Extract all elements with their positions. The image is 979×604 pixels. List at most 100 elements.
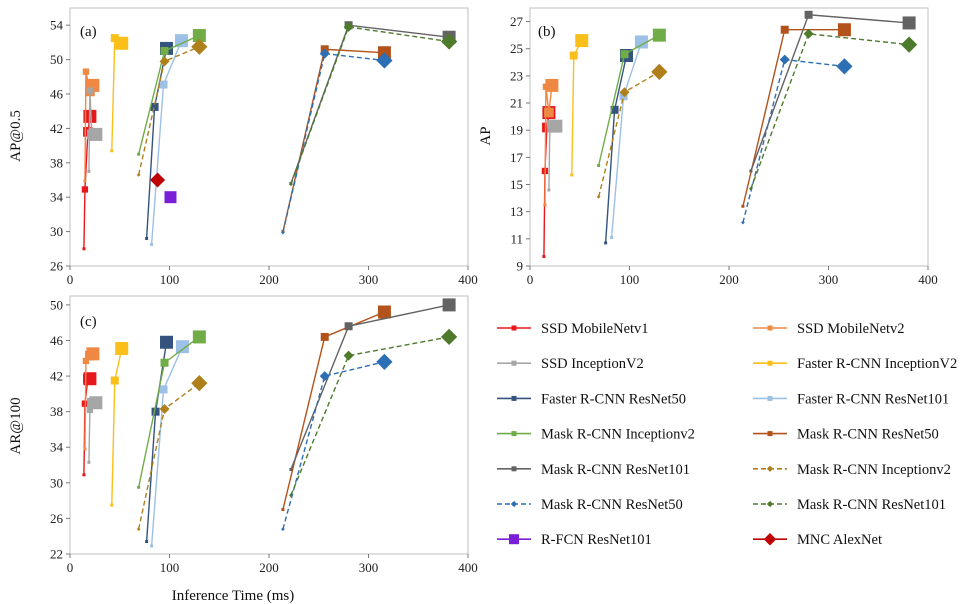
data-point	[344, 322, 353, 331]
data-point	[164, 191, 177, 204]
data-point	[575, 34, 589, 48]
y-tick-label: 30	[50, 224, 63, 239]
series-line	[111, 36, 123, 151]
y-tick-label: 21	[510, 96, 523, 111]
plot-frame	[529, 7, 929, 267]
data-point	[741, 204, 745, 208]
panel-a: 26 30 34 38 42 46 50 54 0 100 200 300 400 AP@0.5 (a)	[8, 7, 478, 287]
legend-marker	[511, 431, 517, 437]
series-line	[111, 348, 123, 506]
data-point	[343, 21, 354, 32]
legend-item-mrcnn_r50: Mask R-CNN ResNet50	[753, 427, 939, 443]
x-tick-label: 0	[67, 560, 74, 575]
series-mnc	[150, 172, 166, 188]
x-tick-label: 300	[819, 272, 839, 287]
y-tick-label: 19	[510, 123, 523, 138]
legend-marker	[509, 534, 519, 545]
data-point	[542, 122, 552, 133]
data-point	[289, 493, 293, 498]
series-mrcnn_inc	[137, 29, 206, 156]
series-line	[282, 311, 385, 510]
legend-item-rfcn: R-FCN ResNet101	[497, 532, 652, 548]
data-point	[159, 403, 170, 414]
legend-item-mrcnn_r101_d: Mask R-CNN ResNet101	[753, 497, 946, 513]
panel-label: (c)	[80, 314, 97, 330]
data-point	[343, 350, 354, 361]
x-tick-label: 300	[359, 560, 379, 575]
data-point	[110, 503, 114, 507]
y-tick-label: 17	[510, 150, 524, 165]
series-line	[571, 40, 583, 176]
data-point	[160, 335, 174, 349]
legend-label: Mask R-CNN ResNet50	[541, 497, 683, 513]
legend-marker	[511, 466, 517, 472]
data-point	[89, 396, 103, 410]
series-ssd_inc	[86, 396, 103, 464]
y-tick-label: 42	[50, 369, 63, 384]
plot-frame	[69, 7, 469, 267]
panel-label: (b)	[538, 24, 556, 40]
data-point	[281, 527, 285, 531]
data-point	[542, 254, 546, 258]
y-tick-label: 46	[50, 87, 64, 102]
data-point	[83, 179, 87, 183]
series-line	[137, 382, 200, 530]
data-point	[83, 447, 87, 451]
data-point	[804, 10, 813, 19]
series-mrcnn_r50	[741, 23, 851, 208]
panel-c: 22 26 30 34 38 42 46 50 0 100 200 300 400 AR@100 (c)	[8, 295, 478, 575]
y-tick-label: 50	[50, 52, 63, 67]
x-tick-label: 400	[458, 560, 478, 575]
legend-marker	[767, 360, 773, 366]
y-tick-label: 15	[510, 177, 523, 192]
data-point	[110, 149, 114, 153]
series-line	[145, 48, 168, 239]
series-line	[290, 336, 450, 496]
series-line	[597, 71, 660, 197]
data-point	[81, 186, 89, 193]
data-point	[150, 243, 154, 246]
x-tick-label: 100	[160, 272, 180, 287]
y-axis-title: AP	[478, 126, 494, 145]
data-point	[115, 341, 129, 355]
data-point	[319, 48, 330, 59]
legend-marker	[511, 360, 517, 366]
data-point	[150, 102, 159, 111]
legend-marker	[767, 325, 773, 331]
data-point	[110, 34, 119, 43]
legend-label: SSD MobileNetv2	[797, 321, 905, 337]
legend-marker	[511, 325, 517, 331]
series-mrcnn_r101_d	[289, 21, 458, 187]
legend-label: Mask R-CNN Inceptionv2	[541, 427, 695, 443]
x-tick-label: 0	[67, 272, 74, 287]
legend-label: MNC AlexNet	[797, 532, 882, 548]
y-tick-label: 26	[50, 511, 64, 526]
data-point	[837, 23, 851, 37]
legend-item-mrcnn_r101: Mask R-CNN ResNet101	[497, 462, 690, 478]
legend-item-mnc: MNC AlexNet	[753, 532, 882, 548]
legend-marker	[763, 532, 777, 546]
series-mrcnn_r101	[289, 21, 456, 185]
series-line	[137, 46, 200, 175]
data-point	[440, 328, 458, 346]
data-point	[619, 87, 630, 98]
data-point	[619, 92, 628, 101]
data-point	[89, 127, 103, 141]
data-point	[159, 80, 168, 89]
legend-label: Mask R-CNN ResNet101	[797, 497, 946, 513]
data-point	[780, 25, 789, 34]
legend-label: SSD MobileNetv1	[541, 321, 649, 337]
y-tick-label: 13	[510, 204, 523, 219]
series-line	[750, 33, 910, 189]
series-mrcnn_r50_d	[281, 48, 393, 235]
data-point	[137, 485, 141, 489]
series-mrcnn_inc_d	[596, 63, 668, 199]
data-point	[192, 330, 206, 344]
series-mrcnn_r50_d	[281, 353, 393, 531]
legend-label: Faster R-CNN ResNet101	[797, 391, 949, 407]
data-point	[803, 28, 814, 39]
data-point	[749, 186, 753, 191]
series-line	[610, 41, 643, 238]
panel-label: (a)	[80, 24, 97, 40]
series-ssd_mnv2	[82, 347, 100, 451]
